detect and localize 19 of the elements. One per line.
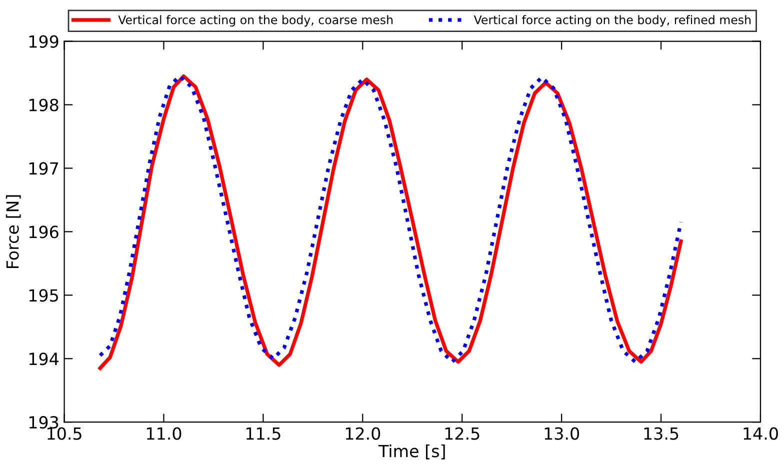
y-tick-label: 197 xyxy=(29,162,58,175)
y-tick-label: 199 xyxy=(29,35,58,48)
legend-label: Vertical force acting on the body, coarse mesh xyxy=(118,15,393,27)
x-tick-label: 13.0 xyxy=(544,427,580,440)
y-tick-label: 194 xyxy=(29,352,58,366)
y-axis-title: Force [N] xyxy=(6,195,21,268)
x-tick-label: 14.0 xyxy=(744,427,778,440)
legend-label: Vertical force acting on the body, refined mesh xyxy=(474,15,751,27)
y-tick-label: 193 xyxy=(29,416,58,429)
x-tick-label: 12.0 xyxy=(346,427,380,440)
x-tick-label: 10.5 xyxy=(48,427,82,440)
x-tick-label: 12.5 xyxy=(445,427,480,440)
y-tick-label: 195 xyxy=(29,289,58,302)
x-tick-label: 13.5 xyxy=(644,427,678,440)
y-tick-label: 196 xyxy=(29,226,58,238)
x-tick-label: 11.5 xyxy=(246,427,280,440)
y-tick-label: 198 xyxy=(29,98,58,112)
x-tick-label: 11.0 xyxy=(147,427,182,440)
x-axis-title: Time [s] xyxy=(378,444,445,460)
